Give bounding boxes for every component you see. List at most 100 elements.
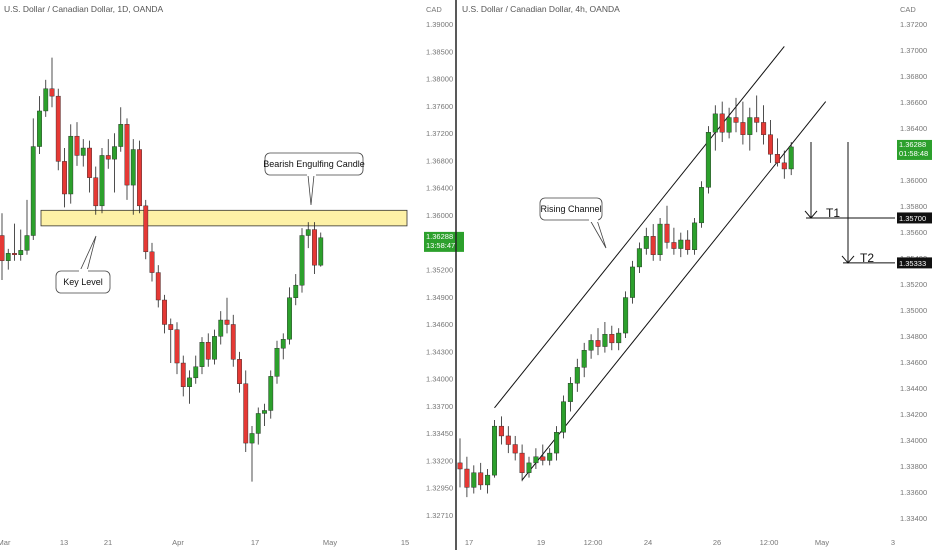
bearish-candle — [595, 340, 601, 347]
bearish-candle — [168, 324, 174, 330]
bullish-candle — [274, 347, 280, 377]
bullish-candle — [471, 472, 477, 488]
bearish-candle — [519, 452, 525, 473]
left-currency-label: CAD — [426, 5, 442, 14]
right-y-tick: 1.37200 — [900, 20, 927, 29]
right-price-tag: 1.36288 01:58:48 — [897, 139, 932, 160]
bearish-candle — [62, 161, 67, 195]
left-y-tick: 1.38500 — [426, 47, 453, 56]
bullish-candle — [554, 432, 560, 454]
bullish-candle — [43, 88, 49, 112]
rising-channel-callout: Rising Channel — [539, 197, 607, 249]
right-y-tick: 1.34600 — [900, 358, 927, 367]
key-level-zone — [40, 209, 408, 227]
bearish-candle — [740, 122, 746, 135]
left-y-tick: 1.34600 — [426, 320, 453, 329]
bearish-candle — [505, 435, 511, 445]
bullish-candle — [712, 113, 718, 133]
right-chart-title: U.S. Dollar / Canadian Dollar, 4h, OANDA — [462, 4, 620, 14]
left-x-axis: Mar 13 21 Apr 17 May 15 — [0, 538, 409, 547]
right-y-tick: 1.34200 — [900, 410, 927, 419]
t1-price-tag: 1.35700 — [897, 212, 932, 224]
right-y-tick: 1.34800 — [900, 332, 927, 341]
bullish-candle — [602, 334, 608, 347]
left-y-tick: 1.37600 — [426, 102, 453, 111]
right-y-tick: 1.36000 — [900, 176, 927, 185]
left-x-tick: May — [323, 538, 337, 547]
bearish-candle — [105, 155, 111, 160]
right-y-tick: 1.36400 — [900, 124, 927, 133]
bullish-candle — [99, 155, 105, 207]
right-x-tick: May — [815, 538, 829, 547]
bullish-candle — [255, 413, 261, 434]
bullish-candle — [561, 401, 567, 433]
right-price-tag-timer: 01:58:48 — [899, 149, 928, 158]
bullish-candle — [249, 433, 255, 444]
bearish-candle — [243, 383, 249, 444]
bearish-candle — [205, 342, 211, 360]
bullish-candle — [526, 462, 532, 473]
bearish-candle — [162, 299, 167, 325]
channel-upper-line — [494, 46, 785, 409]
bullish-candle — [68, 135, 74, 195]
t2-price-tag: 1.35333 — [897, 257, 932, 269]
bullish-candle — [212, 336, 217, 360]
right-y-tick: 1.35000 — [900, 306, 927, 315]
t2-label: T2 — [860, 251, 874, 265]
bullish-candle — [567, 383, 573, 402]
bearish-candle — [155, 272, 161, 301]
right-y-tick: 1.37000 — [900, 46, 927, 55]
right-x-axis: 17 19 12:00 24 26 12:00 May 3 — [465, 538, 895, 547]
left-price-tag: 1.36288 13:58:47 — [424, 231, 464, 252]
right-y-tick: 1.33400 — [900, 514, 927, 523]
bullish-candle — [623, 297, 629, 334]
bearish-candle — [754, 117, 760, 123]
bullish-candle — [5, 253, 11, 261]
right-x-tick: 17 — [465, 538, 473, 547]
bearish-candle — [664, 223, 670, 243]
bullish-candle — [588, 340, 594, 351]
t2-price-tag-text: 1.35333 — [899, 259, 926, 268]
bullish-candle — [293, 284, 299, 298]
left-y-tick: 1.33450 — [426, 429, 453, 438]
bearish-engulfing-label: Bearish Engulfing Candle — [263, 159, 365, 169]
bullish-candle — [30, 146, 36, 236]
bullish-candle — [657, 223, 663, 255]
left-x-tick: 17 — [251, 538, 259, 547]
left-candles — [0, 57, 324, 482]
bearish-candle — [137, 149, 142, 207]
bullish-candle — [112, 146, 117, 160]
right-y-tick: 1.34400 — [900, 384, 927, 393]
left-x-tick: 15 — [401, 538, 409, 547]
bullish-candle — [726, 117, 732, 133]
bullish-candle — [37, 110, 42, 147]
bearish-candle — [498, 425, 504, 437]
bullish-candle — [187, 377, 192, 387]
left-y-tick: 1.33200 — [426, 456, 453, 465]
left-y-tick: 1.39000 — [426, 20, 453, 29]
bearish-candle — [650, 236, 656, 255]
bullish-candle — [218, 319, 224, 337]
left-y-tick: 1.36000 — [426, 211, 453, 220]
right-y-tick: 1.33800 — [900, 462, 927, 471]
bearish-candle — [457, 462, 463, 470]
bullish-candle — [485, 474, 491, 486]
right-x-tick: 3 — [891, 538, 895, 547]
left-chart: U.S. Dollar / Canadian Dollar, 1D, OANDA… — [0, 4, 464, 547]
bearish-candle — [93, 177, 99, 207]
bearish-engulfing-callout: Bearish Engulfing Candle — [263, 152, 365, 206]
right-x-tick: 12:00 — [584, 538, 603, 547]
bullish-candle — [268, 376, 274, 411]
bearish-candle — [237, 359, 242, 384]
bullish-candle — [574, 367, 580, 384]
bullish-candle — [705, 132, 711, 188]
bullish-candle — [692, 222, 698, 250]
right-y-tick: 1.36800 — [900, 72, 927, 81]
bullish-candle — [630, 266, 636, 298]
bearish-candle — [464, 468, 470, 488]
bearish-candle — [774, 154, 780, 164]
bearish-candle — [512, 444, 518, 454]
bearish-candle — [671, 242, 677, 249]
left-y-tick: 1.34300 — [426, 347, 453, 356]
left-y-tick: 1.32950 — [426, 484, 453, 493]
